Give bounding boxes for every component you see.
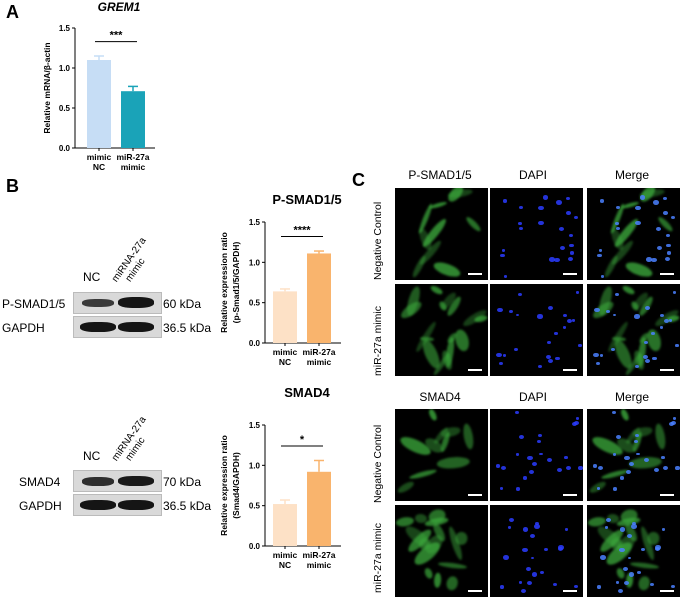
microscopy-image <box>395 188 488 280</box>
y-tick-label: 0.0 <box>59 144 71 153</box>
micro-bottom-col-0: SMAD4 <box>419 390 461 404</box>
microscopy-image <box>490 505 583 597</box>
wb2-blot-row-0 <box>73 470 162 492</box>
y-tick-label: 1.0 <box>249 461 261 470</box>
wb2-protein-1: GAPDH <box>19 499 62 513</box>
micro-top-col-0: P-SMAD1/5 <box>408 168 472 182</box>
bar <box>273 504 297 546</box>
chart-title: GREM1 <box>98 0 141 14</box>
wb1-size-1: 36.5 kDa <box>163 321 212 335</box>
x-tick-label-2: NC <box>279 357 291 367</box>
x-tick-label: miR-27a <box>116 152 149 162</box>
wb2-protein-0: SMAD4 <box>19 475 61 489</box>
scale-bar <box>660 369 674 371</box>
bar <box>273 291 297 343</box>
x-tick-label-2: NC <box>93 162 105 172</box>
y-axis-label: Relative expression ratio <box>219 232 229 333</box>
wb2-blot-row-1 <box>73 494 162 516</box>
x-tick-label: mimic <box>87 152 112 162</box>
panel-label-c: C <box>352 170 365 190</box>
scale-bar <box>563 494 577 496</box>
x-tick-label: mimic <box>273 347 298 357</box>
micro-bottom-col-2: Merge <box>614 390 649 404</box>
chart-title: SMAD4 <box>284 385 330 400</box>
micro-bottom-row-1: miR-27a mimic <box>372 522 384 593</box>
x-tick-label: miR-27a <box>302 550 335 560</box>
y-axis-label-2: (p-Smad1/5/GAPDH) <box>231 241 241 323</box>
x-tick-label-2: mimic <box>307 560 332 570</box>
chart-smad4: SMAD4 0.0 0.5 1.0 1.5 Relative expression rat… <box>219 385 341 570</box>
microscopy-image <box>490 409 583 501</box>
wb2-lane-nc: NC <box>83 449 101 463</box>
scale-bar <box>660 273 674 275</box>
bar <box>307 471 331 546</box>
scale-bar <box>468 494 482 496</box>
x-tick-label: miR-27a <box>302 347 335 357</box>
wb1-lane-nc: NC <box>83 270 101 284</box>
micro-top-col-2: Merge <box>614 168 649 182</box>
scale-bar <box>563 590 577 592</box>
wb1-lane-mimic: miRNA-27a mimic <box>110 236 158 291</box>
x-tick-label-2: mimic <box>121 162 146 172</box>
y-tick-label: 1.5 <box>59 24 71 33</box>
micro-bottom-col-1: DAPI <box>518 390 547 404</box>
microscopy-image <box>395 505 488 597</box>
bar <box>87 60 111 148</box>
scale-bar <box>468 273 482 275</box>
microscopy-image <box>587 409 680 501</box>
chart-grem1: GREM1 0.0 0.5 1.0 1.5 Relative mRNA/β-actin mi… <box>42 0 155 172</box>
bar <box>307 253 331 343</box>
y-tick-label: 1.0 <box>59 64 71 73</box>
significance-marker: * <box>300 434 305 446</box>
bar <box>121 91 145 148</box>
y-tick-label: 0.5 <box>59 104 71 113</box>
scale-bar <box>468 590 482 592</box>
microscopy-image <box>587 284 680 376</box>
chart-title: P-SMAD1/5 <box>272 192 341 207</box>
micro-top-col-1: DAPI <box>518 168 547 182</box>
microscopy-image <box>587 505 680 597</box>
microscopy-image <box>490 188 583 280</box>
x-tick-label: mimic <box>273 550 298 560</box>
panel-label-a: A <box>6 2 19 22</box>
scale-bar <box>660 590 674 592</box>
micro-top-row-1: miR-27a mimic <box>372 305 384 376</box>
wb1-protein-1: GAPDH <box>2 321 45 335</box>
x-tick-label-2: NC <box>279 560 291 570</box>
micro-bottom-row-0: Negative Control <box>372 424 384 503</box>
wb2-lane-mimic: miRNA-27a mimic <box>110 415 158 470</box>
chart-psmad: P-SMAD1/5 0.0 0.5 1.0 1.5 Relative expression… <box>219 192 342 367</box>
y-tick-label: 0.0 <box>249 339 261 348</box>
y-tick-label: 1.5 <box>249 218 261 227</box>
significance-marker: **** <box>293 225 311 237</box>
micro-top-row-0: Negative Control <box>372 201 384 280</box>
significance-marker: *** <box>110 30 124 42</box>
wb1-size-0: 60 kDa <box>163 297 202 311</box>
y-axis-label: Relative mRNA/β-actin <box>42 42 52 133</box>
wb2-size-0: 70 kDa <box>163 475 202 489</box>
x-tick-label-2: mimic <box>307 357 332 367</box>
microscopy-image <box>395 409 488 501</box>
y-axis-label-2: (Smad4/GAPDH) <box>231 452 241 519</box>
scale-bar <box>563 369 577 371</box>
microscopy-image <box>490 284 583 376</box>
microscopy-image <box>587 188 680 280</box>
y-tick-label: 1.5 <box>249 421 261 430</box>
panel-label-b: B <box>6 176 19 196</box>
scale-bar <box>563 273 577 275</box>
y-tick-label: 1.0 <box>249 258 261 267</box>
wb1-protein-0: P-SMAD1/5 <box>2 297 66 311</box>
y-tick-label: 0.0 <box>249 542 261 551</box>
scale-bar <box>468 369 482 371</box>
y-axis-label: Relative expression ratio <box>219 435 229 536</box>
wb1-blot-row-0 <box>73 292 162 314</box>
microscopy-image <box>395 284 488 376</box>
y-tick-label: 0.5 <box>249 299 261 308</box>
scale-bar <box>660 494 674 496</box>
wb2-size-1: 36.5 kDa <box>163 499 212 513</box>
wb1-blot-row-1 <box>73 316 162 338</box>
y-tick-label: 0.5 <box>249 502 261 511</box>
